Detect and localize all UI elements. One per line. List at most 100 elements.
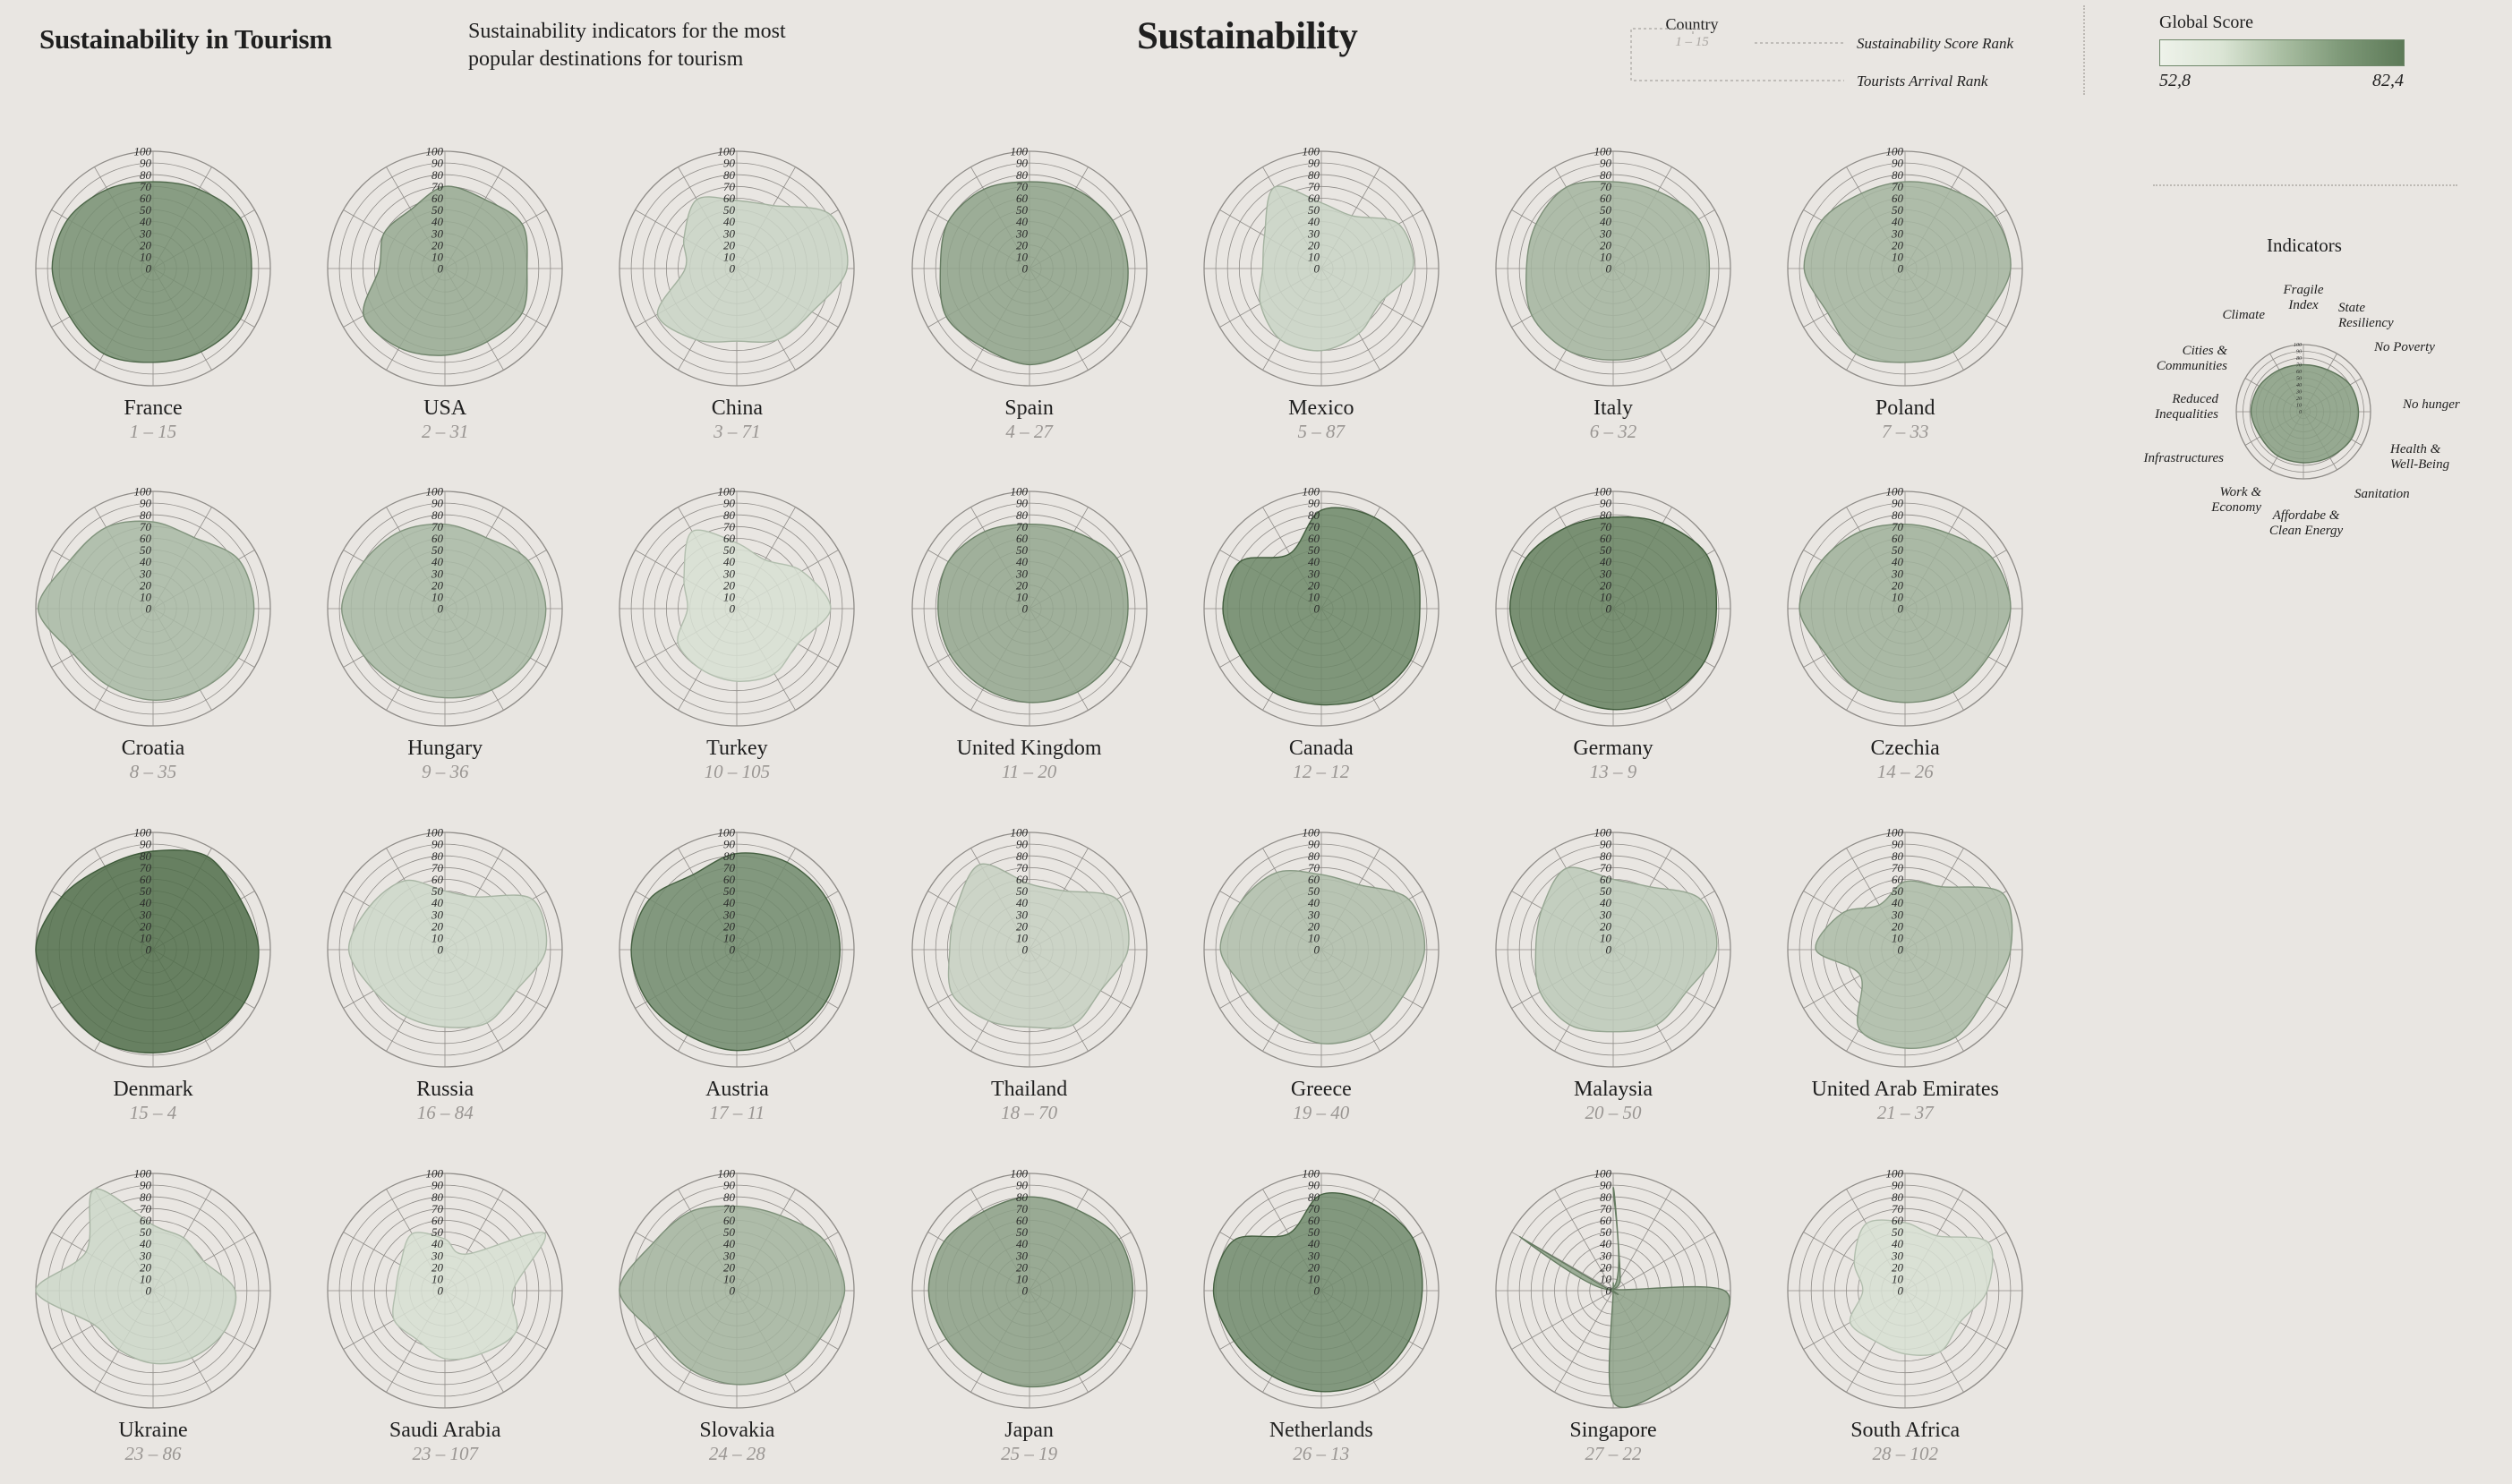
radar-tick-label: 80 <box>1016 508 1029 522</box>
radar-tick-label: 30 <box>1307 908 1320 921</box>
country-name-singapore: Singapore <box>1569 1419 1657 1442</box>
radar-tick-label: 70 <box>431 861 444 874</box>
radar-tick-label: 50 <box>1600 1225 1612 1239</box>
radar-tick-label: 50 <box>1016 884 1029 898</box>
radar-tick-label: 80 <box>431 849 444 863</box>
radar-tick-label: 30 <box>1599 1249 1612 1262</box>
radar-tick-label: 10 <box>1016 1273 1029 1286</box>
radar-tick-label: 20 <box>1016 919 1029 933</box>
radar-tick-label: 30 <box>431 908 444 921</box>
radar-tick-label: 70 <box>1600 180 1612 193</box>
radar-tick-label: 90 <box>1892 157 1904 170</box>
radar-tick-label: 30 <box>1599 226 1612 240</box>
radar-tick-label: 0 <box>1313 602 1320 616</box>
indicator-label: Affordabe & Clean Energy <box>2269 508 2344 538</box>
radar-tick-label: 40 <box>1308 215 1320 228</box>
country-rank-mexico: 5 – 87 <box>1297 421 1346 442</box>
radar-tick-label: 80 <box>1016 849 1029 863</box>
country-name-china: China <box>711 397 764 420</box>
radar-tick-label: 20 <box>1016 1260 1029 1274</box>
radar-tick-label: 20 <box>1600 1260 1612 1274</box>
radar-tick-label: 100 <box>718 826 736 840</box>
radar-tick-label: 70 <box>1892 861 1904 874</box>
radar-tick-label: 30 <box>1891 908 1904 921</box>
radar-tick-label: 50 <box>723 203 736 217</box>
radar-tick-label: 80 <box>1308 849 1320 863</box>
radar-tick-label: 40 <box>723 1237 736 1250</box>
radar-tick-label: 10 <box>1892 591 1904 604</box>
radar-tick-label: 20 <box>1308 1260 1320 1274</box>
radar-tick-label: 40 <box>140 1237 152 1250</box>
radar-tick-label: 70 <box>1308 520 1320 533</box>
radar-tick-label: 30 <box>2295 390 2302 396</box>
radar-tick-label: 0 <box>1021 1284 1028 1298</box>
radar-tick-label: 100 <box>426 826 444 840</box>
radar-spoke <box>1554 1290 1614 1393</box>
radar-tick-label: 40 <box>1892 555 1904 568</box>
radar-tick-label: 10 <box>1600 932 1612 945</box>
radar-tick-label: 70 <box>431 520 444 533</box>
radar-tick-label: 40 <box>1016 896 1029 909</box>
radar-tick-label: 50 <box>140 1225 152 1239</box>
country-name-netherlands: Netherlands <box>1269 1419 1373 1442</box>
country-rank-japan: 25 – 19 <box>1001 1443 1058 1464</box>
radar-tick-label: 90 <box>431 1179 444 1192</box>
radar-tick-label: 40 <box>1308 555 1320 568</box>
radar-tick-label: 100 <box>1302 485 1320 499</box>
radar-tick-label: 0 <box>1021 943 1028 957</box>
radar-tick-label: 40 <box>140 555 152 568</box>
radar-tick-label: 0 <box>730 1284 736 1298</box>
radar-tick-label: 70 <box>1016 861 1029 874</box>
radar-tick-label: 40 <box>431 555 444 568</box>
radar-area <box>927 1196 1133 1388</box>
country-name-russia: Russia <box>416 1078 474 1101</box>
radar-tick-label: 60 <box>431 532 444 545</box>
radar-tick-label: 80 <box>140 508 152 522</box>
radar-tick-label: 90 <box>431 838 444 851</box>
key-score-rank-label: Sustainability Score Rank <box>1857 35 2013 52</box>
radar-tick-label: 30 <box>1015 1249 1029 1262</box>
country-name-ukraine: Ukraine <box>118 1419 188 1442</box>
radar-area <box>1219 870 1425 1045</box>
radar-tick-label: 60 <box>1892 192 1904 205</box>
radar-tick-label: 90 <box>1600 1179 1612 1192</box>
radar-tick-label: 80 <box>140 849 152 863</box>
radar-tick-label: 50 <box>2296 377 2302 382</box>
radar-tick-label: 10 <box>1308 932 1320 945</box>
radar-tick-label: 40 <box>1600 896 1612 909</box>
radar-tick-label: 50 <box>723 1225 736 1239</box>
radar-area <box>1803 181 2012 363</box>
radar-tick-label: 10 <box>723 251 736 264</box>
radar-tick-label: 0 <box>146 262 152 276</box>
radar-tick-label: 30 <box>722 908 736 921</box>
radar-tick-label: 10 <box>2296 404 2302 409</box>
radar-tick-label: 30 <box>1015 226 1029 240</box>
radar-area <box>1525 180 1711 361</box>
radar-tick-label: 10 <box>140 251 152 264</box>
country-name-south-africa: South Africa <box>1850 1419 1961 1442</box>
radar-tick-label: 50 <box>1600 203 1612 217</box>
radar-tick-label: 20 <box>1308 578 1320 592</box>
radar-tick-label: 60 <box>1308 873 1320 886</box>
chart-title: Sustainability <box>1137 15 1358 57</box>
radar-tick-label: 90 <box>723 157 736 170</box>
radar-tick-label: 100 <box>1886 485 1904 499</box>
radar-tick-label: 70 <box>431 180 444 193</box>
subtitle-line-1: Sustainability indicators for the most <box>468 20 786 43</box>
indicator-label: State Resiliency <box>2337 301 2394 330</box>
radar-tick-label: 80 <box>1308 508 1320 522</box>
indicators-separator <box>2153 184 2457 186</box>
radar-tick-label: 10 <box>1892 1273 1904 1286</box>
radar-tick-label: 80 <box>723 849 736 863</box>
radar-area <box>939 181 1129 366</box>
radar-tick-label: 80 <box>1600 1190 1612 1204</box>
radar-tick-label: 10 <box>140 591 152 604</box>
radar-tick-label: 60 <box>1308 1214 1320 1227</box>
country-name-italy: Italy <box>1593 397 1633 420</box>
radar-tick-label: 30 <box>1891 567 1904 580</box>
